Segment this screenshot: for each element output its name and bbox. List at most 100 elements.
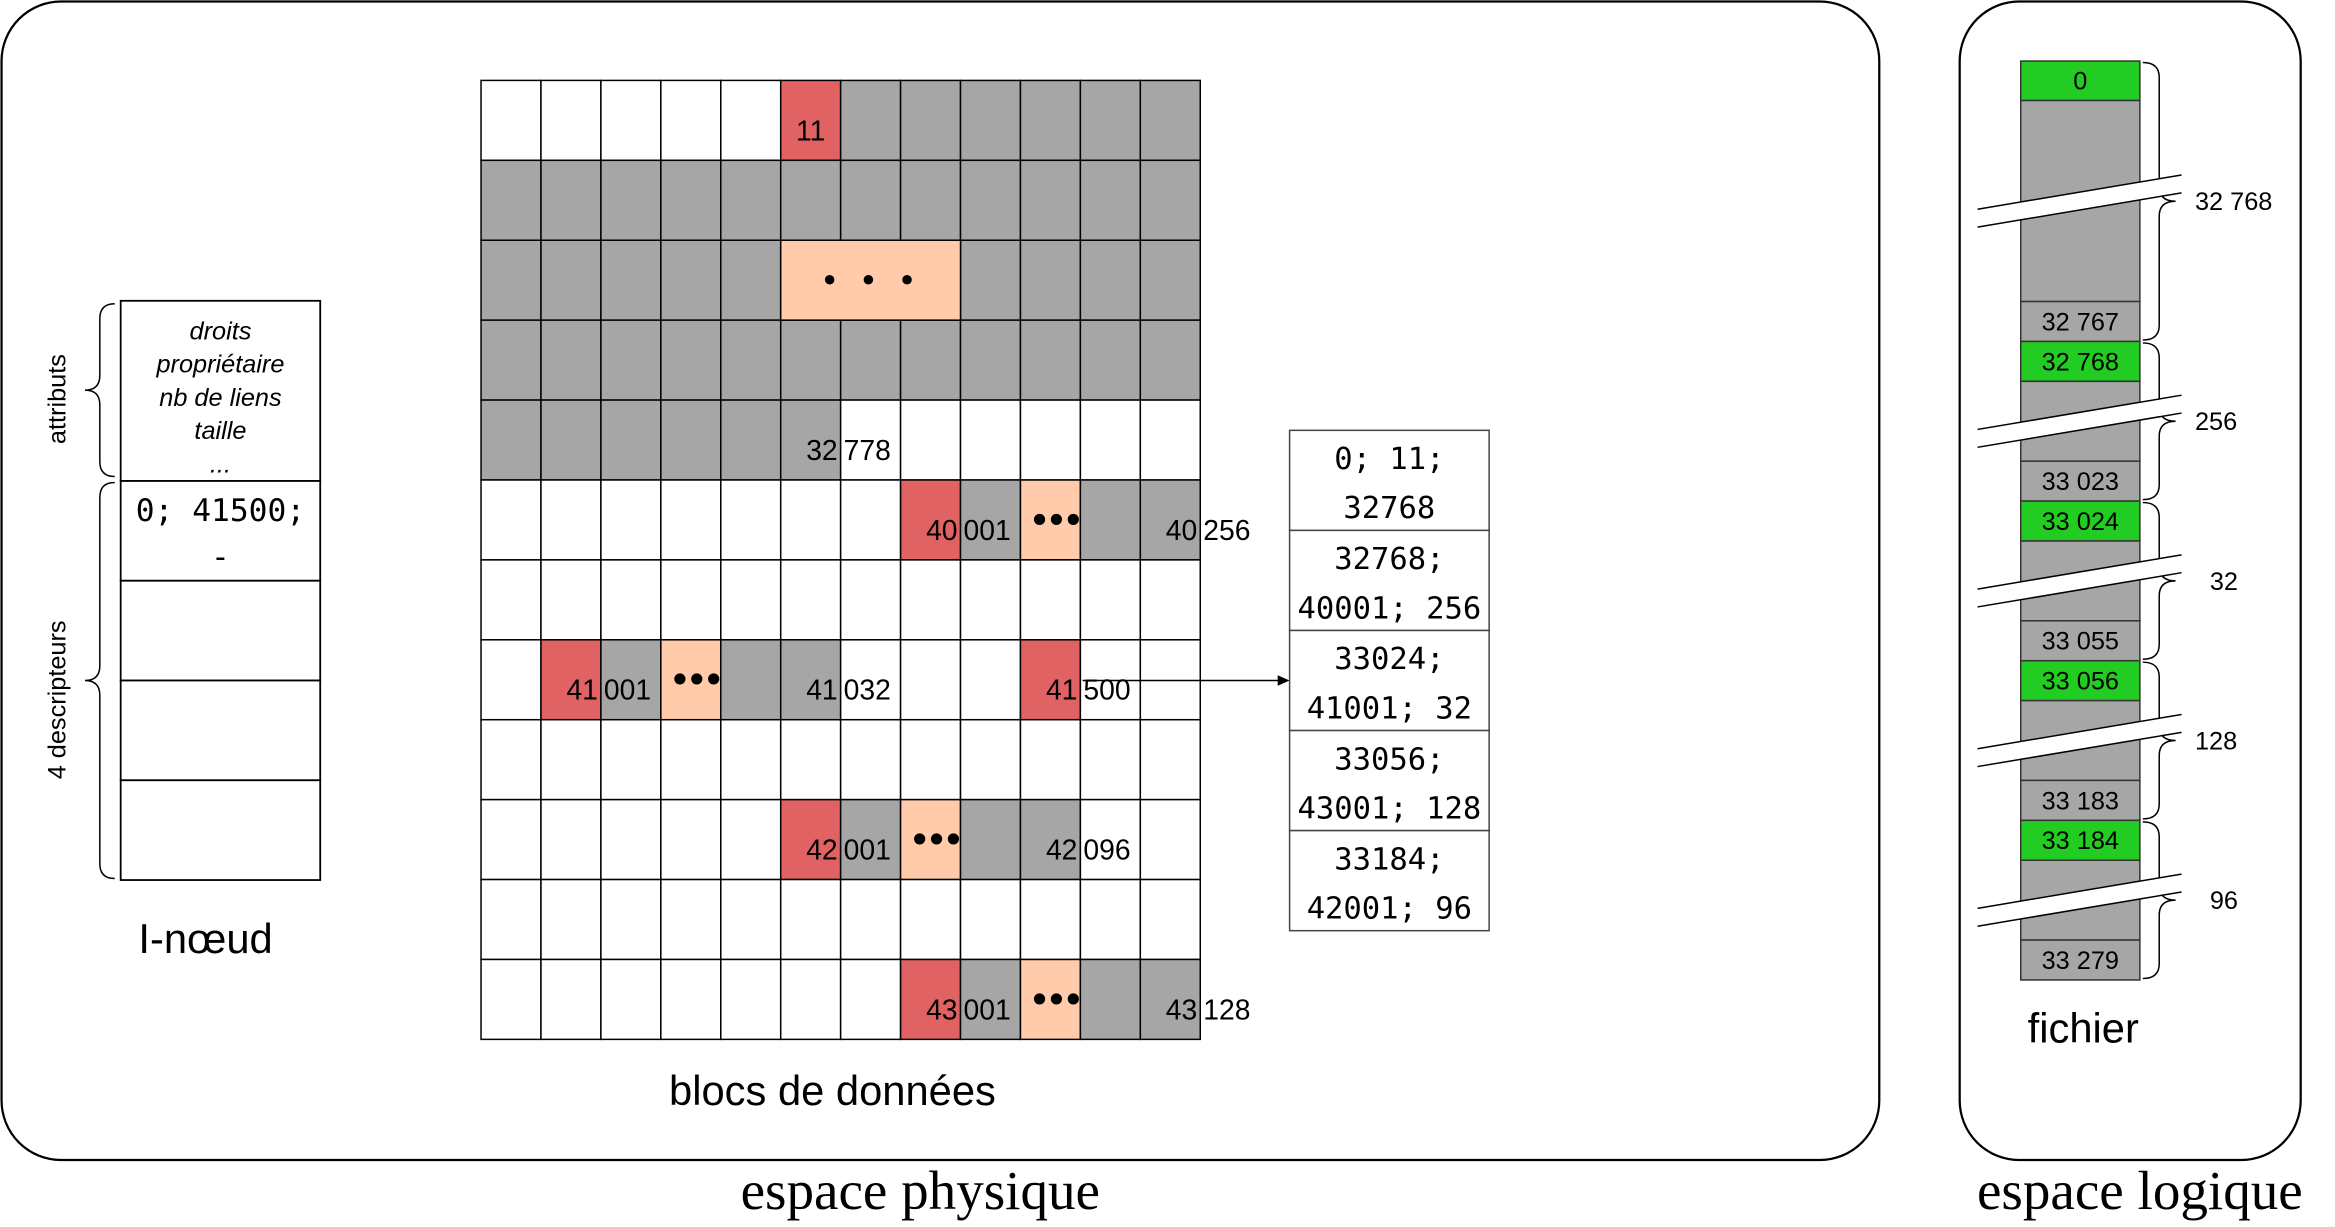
extent-entry (1288, 629, 1490, 732)
data-block (779, 958, 842, 1041)
block-number-label-high: 41 (1046, 674, 1077, 706)
file-extent-start-label: 33 024 (2042, 508, 2119, 536)
data-block (779, 639, 842, 721)
data-block (660, 79, 722, 162)
data-block (720, 559, 782, 641)
data-block (540, 878, 602, 961)
data-block (839, 718, 902, 801)
extent-entry-text: 32768 (1343, 491, 1435, 526)
block-number-label-high: 41 (806, 674, 837, 706)
data-block (600, 159, 662, 241)
data-block (660, 239, 722, 321)
file-extent-first-block (2019, 340, 2141, 383)
data-block (1139, 399, 1202, 481)
block-number-label-high: 42 (806, 834, 837, 866)
break-line (1977, 571, 2182, 608)
data-block (660, 319, 722, 401)
data-block (1079, 559, 1142, 641)
data-block (959, 319, 1022, 401)
elided-block-ellipsis: ••• (1028, 498, 1080, 543)
inode-label: I-nœud (138, 915, 272, 962)
extent-size-brace (2142, 821, 2176, 980)
inode-descriptor-slot (119, 779, 322, 881)
file-extent-end-label: 33 023 (2042, 468, 2119, 496)
data-block (839, 479, 902, 561)
elided-block-ellipsis: ••• (1028, 978, 1080, 1023)
data-block (1079, 239, 1142, 321)
extent-entry-text: 40001; 256 (1298, 591, 1482, 626)
data-block (1019, 239, 1082, 321)
data-block (839, 319, 902, 401)
data-block (899, 798, 962, 881)
data-block (720, 958, 782, 1041)
descriptors-label: 4 descripteurs (44, 620, 72, 779)
block-number-label-high: 43 (926, 993, 957, 1025)
data-block (1139, 718, 1202, 801)
data-block (480, 718, 542, 801)
data-block (540, 559, 602, 641)
extent-entry (1288, 829, 1490, 932)
data-block (899, 958, 962, 1041)
data-block (660, 479, 722, 561)
data-block (660, 718, 722, 801)
data-block (959, 159, 1022, 241)
extent-size-label: 128 (2195, 727, 2237, 755)
inode-descriptor-slot (119, 679, 322, 782)
block-number-label-high: 40 (1166, 514, 1197, 546)
data-blocks-label: blocs de données (669, 1067, 996, 1114)
data-block (1019, 958, 1082, 1041)
elided-blocks (779, 239, 962, 321)
data-block (899, 878, 962, 961)
data-block (899, 159, 962, 241)
block-number-label: 11 (796, 114, 825, 146)
data-block (1019, 399, 1082, 481)
data-block (720, 639, 782, 721)
data-block (959, 718, 1022, 801)
data-block (779, 559, 842, 641)
inode-descriptor-text: 0; 41500; (136, 493, 305, 529)
data-block (540, 79, 602, 162)
file-extent-last-block (2019, 300, 2141, 343)
data-block (540, 479, 602, 561)
data-block (600, 559, 662, 641)
data-block (600, 319, 662, 401)
data-block (1079, 399, 1142, 481)
data-block (480, 559, 542, 641)
block-number-label-low: 001 (604, 674, 651, 706)
data-block (720, 79, 782, 162)
data-block (600, 479, 662, 561)
file-column: 0 32 767 32 768 32 768 33 023 256 33 024 33 055… (1977, 60, 2272, 981)
block-number-label-high: 40 (926, 514, 957, 546)
file-extent-end-label: 33 183 (2042, 787, 2119, 815)
data-block (720, 159, 782, 241)
data-block (480, 319, 542, 401)
data-block (1139, 798, 1202, 881)
data-block (1139, 479, 1202, 561)
data-block (660, 559, 722, 641)
data-block (540, 718, 602, 801)
file-extent-end-label: 32 767 (2042, 308, 2119, 336)
file-extent-start-label: 33 056 (2042, 668, 2119, 696)
data-block (480, 878, 542, 961)
block-number-label-low: 032 (844, 674, 891, 706)
file-extent-start-label: 33 184 (2042, 827, 2119, 855)
inode-attribute: nb de liens (159, 384, 282, 412)
data-block (959, 479, 1022, 561)
extent-size-label: 256 (2195, 408, 2237, 436)
data-block (540, 319, 602, 401)
data-block (540, 159, 602, 241)
data-block (1139, 639, 1202, 721)
file-extent-first-block (2019, 500, 2141, 542)
block-number-label-high: 42 (1046, 834, 1077, 866)
data-block (1019, 878, 1082, 961)
elided-block-ellipsis: ••• (668, 658, 720, 703)
data-block (600, 798, 662, 881)
data-block (779, 878, 842, 961)
data-block (480, 239, 542, 321)
file-extent-first-block (2019, 819, 2141, 861)
data-block (1079, 319, 1142, 401)
block-number-label-low: 778 (844, 434, 891, 466)
block-number-label-low: 500 (1083, 674, 1130, 706)
data-block (839, 399, 902, 481)
